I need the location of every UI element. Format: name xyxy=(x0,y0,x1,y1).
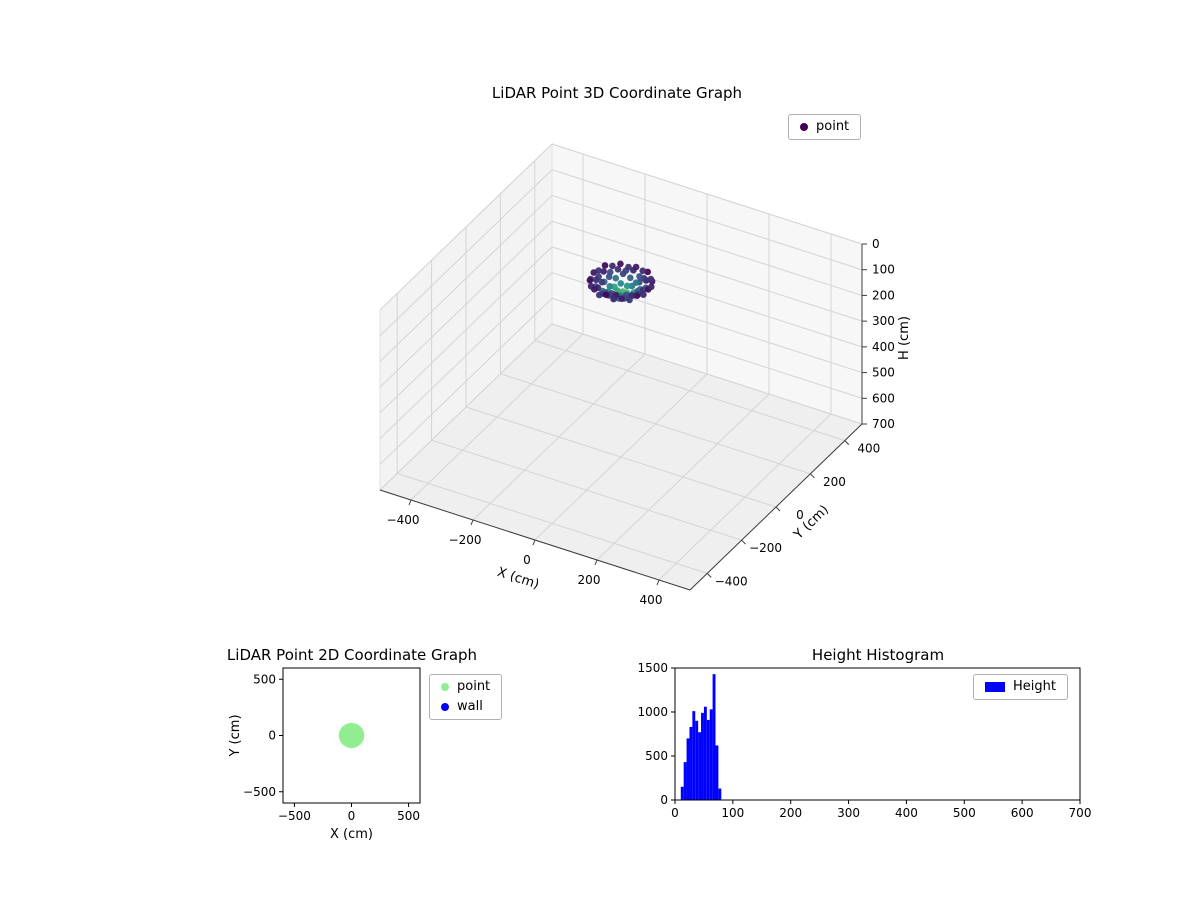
svg-text:500: 500 xyxy=(397,809,420,823)
svg-text:700: 700 xyxy=(872,417,895,431)
chart-2d-title: LiDAR Point 2D Coordinate Graph xyxy=(226,646,478,664)
chart-3d-legend: point xyxy=(788,114,862,140)
svg-text:−400: −400 xyxy=(387,513,420,527)
legend-item-wall-2d: wall xyxy=(441,700,490,714)
plot-hist-canvas: 0 100 200 300 400 500 600 700 0 500 1000 1500 xyxy=(637,661,1092,820)
svg-text:500: 500 xyxy=(953,806,976,820)
legend-2d-marker-point xyxy=(441,683,449,691)
svg-text:100: 100 xyxy=(721,806,744,820)
svg-text:−500: −500 xyxy=(243,785,276,799)
svg-text:0: 0 xyxy=(796,508,804,522)
svg-text:200: 200 xyxy=(823,475,846,489)
svg-text:400: 400 xyxy=(640,593,663,607)
legend-2d-label-wall: wall xyxy=(457,699,483,714)
svg-text:0: 0 xyxy=(671,806,679,820)
chart-3d-title: LiDAR Point 3D Coordinate Graph xyxy=(491,84,743,102)
legend-item-point-3d: point xyxy=(800,120,849,134)
svg-text:0: 0 xyxy=(523,553,531,567)
svg-text:−500: −500 xyxy=(278,809,311,823)
svg-text:700: 700 xyxy=(1069,806,1092,820)
legend-item-height: Height xyxy=(985,680,1056,694)
svg-text:200: 200 xyxy=(578,573,601,587)
svg-text:600: 600 xyxy=(1011,806,1034,820)
svg-text:200: 200 xyxy=(779,806,802,820)
svg-text:500: 500 xyxy=(645,749,668,763)
legend-hist-label-height: Height xyxy=(1013,679,1056,694)
svg-text:400: 400 xyxy=(895,806,918,820)
chart-hist-legend: Height xyxy=(973,674,1068,700)
plot-2d-canvas: −500 0 500 500 0 −500 X (cm) Y (cm) xyxy=(228,667,421,842)
chart-2d-legend: point wall xyxy=(429,674,503,720)
svg-text:Y (cm): Y (cm) xyxy=(228,714,243,757)
svg-text:−400: −400 xyxy=(715,574,748,588)
svg-text:400: 400 xyxy=(857,442,880,456)
svg-text:H (cm): H (cm) xyxy=(897,316,912,360)
svg-text:300: 300 xyxy=(872,314,895,328)
svg-text:1500: 1500 xyxy=(637,661,668,675)
legend-hist-marker-height xyxy=(985,682,1005,692)
svg-text:0: 0 xyxy=(268,729,276,743)
svg-text:500: 500 xyxy=(253,672,276,686)
svg-text:−200: −200 xyxy=(449,533,482,547)
svg-text:−200: −200 xyxy=(749,541,782,555)
legend-3d-label-point: point xyxy=(816,119,850,134)
svg-text:100: 100 xyxy=(872,263,895,277)
svg-text:600: 600 xyxy=(872,391,895,405)
legend-2d-marker-wall xyxy=(441,703,449,711)
chart-hist-title: Height Histogram xyxy=(811,646,945,664)
svg-text:0: 0 xyxy=(348,809,356,823)
legend-2d-label-point: point xyxy=(457,679,491,694)
svg-text:300: 300 xyxy=(837,806,860,820)
svg-text:0: 0 xyxy=(660,793,668,807)
svg-text:500: 500 xyxy=(872,366,895,380)
svg-text:0: 0 xyxy=(872,237,880,251)
svg-text:1000: 1000 xyxy=(637,705,668,719)
legend-3d-marker-point xyxy=(800,123,808,131)
svg-text:X (cm): X (cm) xyxy=(330,827,373,842)
svg-text:X (cm): X (cm) xyxy=(495,565,541,593)
svg-text:200: 200 xyxy=(872,288,895,302)
legend-item-point-2d: point xyxy=(441,680,490,694)
plot-3d-canvas: −400 −200 0 200 400 −400 −200 0 200 400 0 100 200 300… xyxy=(379,142,912,607)
svg-text:400: 400 xyxy=(872,340,895,354)
